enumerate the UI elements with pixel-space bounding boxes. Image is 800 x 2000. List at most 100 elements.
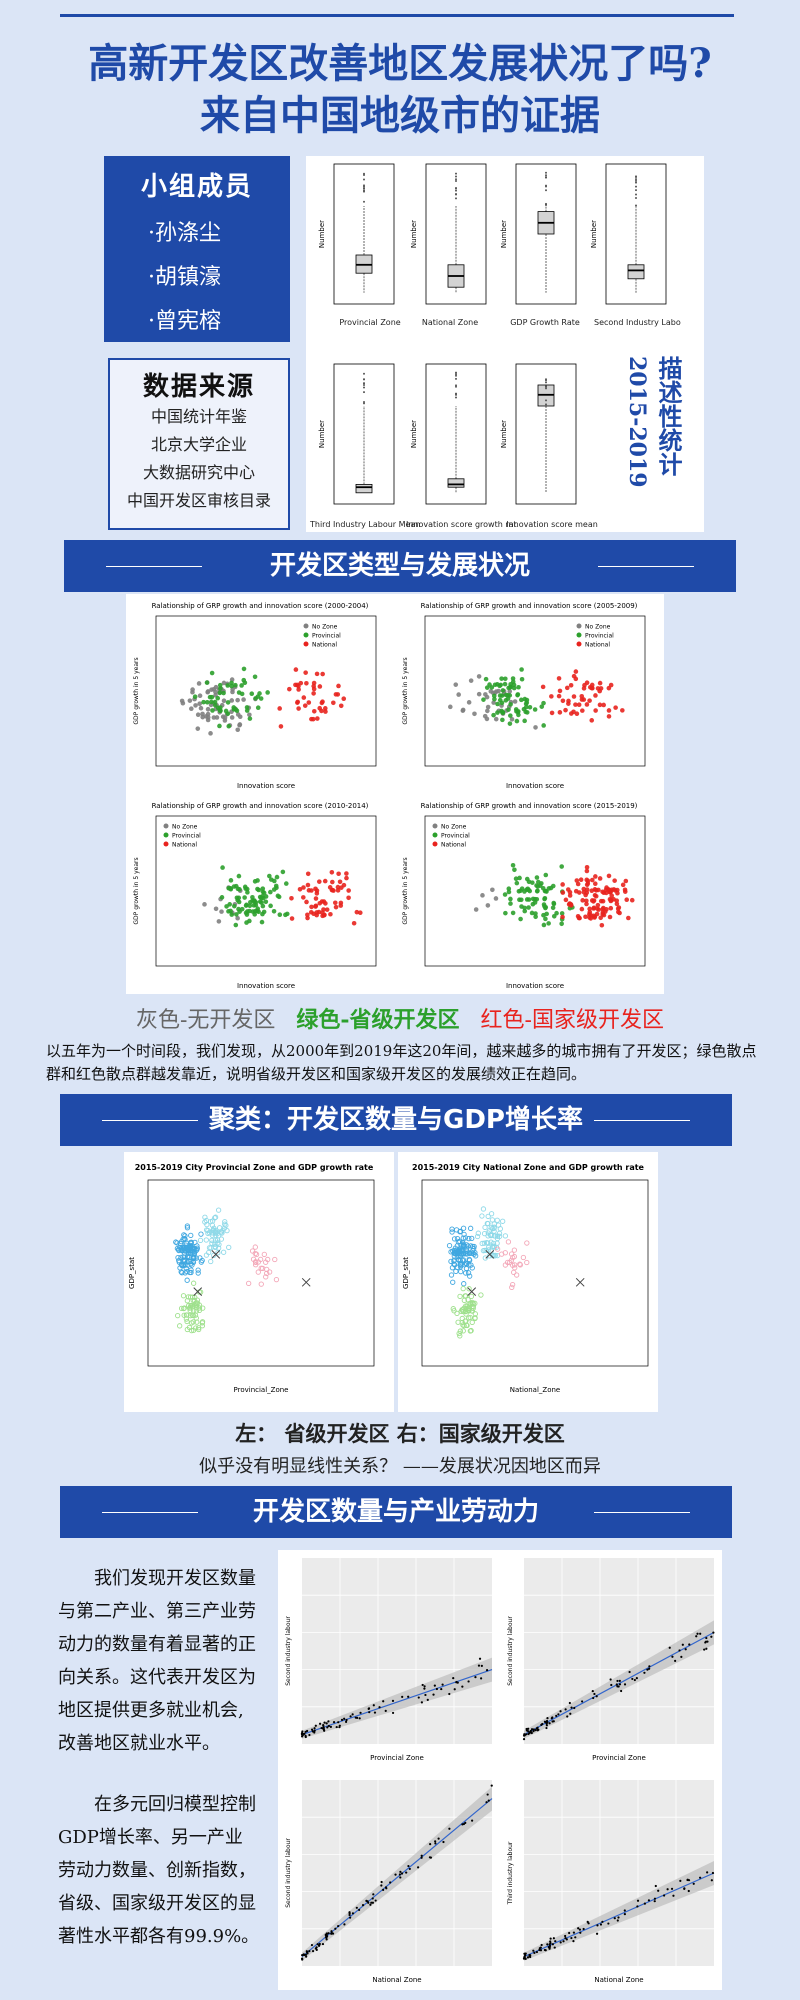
regression-point xyxy=(535,1727,538,1730)
scatter-point xyxy=(234,708,240,714)
box-label: GDP Growth Rate xyxy=(510,318,580,327)
regression-point xyxy=(361,1904,365,1907)
cluster-point xyxy=(470,1303,477,1310)
scatter-point xyxy=(263,899,269,905)
boxplot-ylabel: Number xyxy=(500,420,508,448)
scatter-point xyxy=(221,698,227,704)
scatter-point xyxy=(593,693,598,698)
regression-point xyxy=(570,1706,573,1709)
boxplot-outlier xyxy=(545,171,547,174)
boxplot-outlier xyxy=(363,190,365,193)
scatter-point xyxy=(598,686,604,691)
boxplot-outlier xyxy=(635,175,637,178)
regression-point xyxy=(599,1923,603,1926)
scatter-point xyxy=(608,897,614,903)
cluster-point xyxy=(190,1312,196,1319)
cluster-point xyxy=(466,1286,472,1292)
scatter-point xyxy=(256,887,262,893)
cluster-point xyxy=(485,1247,492,1253)
scatter-panel: Ralationship of GRP growth and innovatio… xyxy=(402,802,646,990)
legend-marker xyxy=(163,841,169,847)
scatter-point xyxy=(221,690,226,696)
scatter-point xyxy=(322,878,328,884)
regression-point xyxy=(370,1901,373,1904)
regression-point xyxy=(343,1717,346,1720)
cluster-point xyxy=(246,1280,252,1287)
cluster-point xyxy=(524,1259,530,1266)
scatter-point xyxy=(190,687,195,692)
scatter-point xyxy=(591,905,597,911)
regression-point xyxy=(615,1683,618,1686)
scatter-point xyxy=(581,886,587,892)
regression-point xyxy=(706,1640,709,1643)
members-box: 小组成员 ·孙涤尘 ·胡镇濠 ·曾宪榕 xyxy=(104,156,290,342)
regression-point xyxy=(351,1713,354,1716)
cluster-point xyxy=(449,1226,455,1232)
scatter-point xyxy=(592,914,598,920)
scatter-point xyxy=(200,714,205,720)
regression-point xyxy=(654,1884,657,1888)
boxplot-ylabel: Number xyxy=(318,420,326,448)
cluster-point xyxy=(190,1294,196,1300)
scatter-point xyxy=(516,889,522,894)
regression-point xyxy=(551,1720,554,1723)
scatter-point xyxy=(468,678,474,683)
scatter-point xyxy=(203,714,209,719)
cluster-point xyxy=(488,1232,494,1238)
cluster-point xyxy=(209,1240,215,1246)
scatter-point xyxy=(217,682,223,688)
scatter-point xyxy=(229,680,234,686)
regression-point xyxy=(371,1897,374,1900)
cluster-point xyxy=(451,1236,458,1242)
poster-title: 高新开发区改善地区发展状况了吗? 来自中国地级市的证据 xyxy=(0,38,800,142)
boxplot-outlier xyxy=(455,373,457,376)
legend-marker xyxy=(576,641,582,647)
scatter-point xyxy=(515,692,521,697)
scatter-point xyxy=(305,882,311,888)
regression-point xyxy=(670,1887,674,1890)
scatter-point xyxy=(293,667,299,672)
regression-point xyxy=(448,1827,451,1830)
scatter-point xyxy=(533,725,538,730)
boxplot-outlier xyxy=(545,174,547,177)
cluster-point xyxy=(520,1254,527,1261)
scatter-point xyxy=(228,878,234,883)
regression-point xyxy=(633,1678,636,1682)
cluster-point xyxy=(187,1307,193,1314)
scatter-point xyxy=(629,897,635,903)
scatter-point xyxy=(237,909,242,914)
boxplot-outlier xyxy=(455,193,457,196)
regression-point xyxy=(618,1683,622,1686)
cluster-point xyxy=(471,1251,477,1257)
regression-point xyxy=(434,1840,437,1843)
regression-point xyxy=(306,1951,309,1954)
regression-point xyxy=(485,1669,489,1672)
regression-point xyxy=(596,1924,599,1927)
cluster-point xyxy=(273,1277,280,1283)
scatter-point xyxy=(205,699,210,705)
scatter-title: Ralationship of GRP growth and innovatio… xyxy=(421,602,638,610)
scatter-point xyxy=(559,911,565,916)
regression-point xyxy=(549,1940,552,1943)
scatter-point xyxy=(259,900,264,905)
scatter-point xyxy=(485,708,490,714)
scatter-panel: Ralationship of GRP growth and innovatio… xyxy=(133,802,377,990)
scatter-point xyxy=(225,700,231,705)
cluster-point xyxy=(467,1301,474,1307)
regression-point xyxy=(653,1900,656,1903)
cluster-point xyxy=(460,1328,466,1334)
cluster-centroid xyxy=(211,1250,221,1259)
scatter-point xyxy=(235,712,241,717)
boxplot-outlier xyxy=(455,189,457,192)
scatter-point xyxy=(526,905,531,910)
section3-banner: 开发区数量与产业劳动力 xyxy=(60,1486,732,1538)
regression-point xyxy=(628,1670,631,1674)
scatter-point xyxy=(508,702,513,707)
boxplot-ylabel: Number xyxy=(500,220,508,248)
cluster-point xyxy=(195,1267,201,1273)
cluster-point xyxy=(215,1207,222,1213)
regression-point xyxy=(440,1687,443,1691)
legend-label: No Zone xyxy=(585,624,611,631)
cluster-point xyxy=(509,1282,516,1288)
scatter-point xyxy=(335,884,341,890)
